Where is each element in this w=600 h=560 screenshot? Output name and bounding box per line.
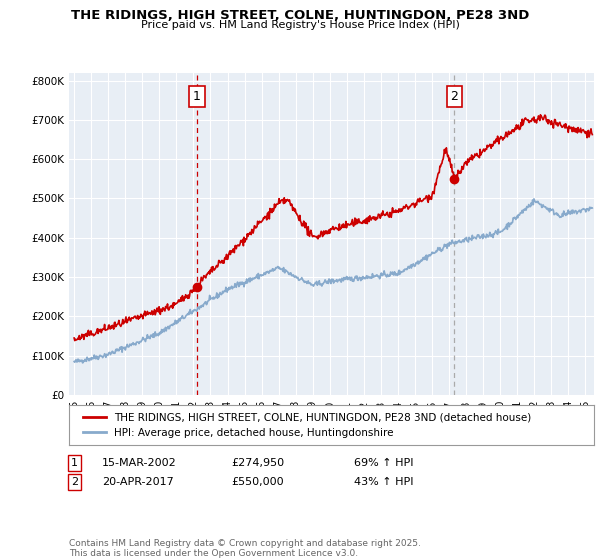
Text: 69% ↑ HPI: 69% ↑ HPI	[354, 458, 413, 468]
Text: 43% ↑ HPI: 43% ↑ HPI	[354, 477, 413, 487]
Text: Price paid vs. HM Land Registry's House Price Index (HPI): Price paid vs. HM Land Registry's House …	[140, 20, 460, 30]
Text: 2: 2	[71, 477, 78, 487]
Text: 15-MAR-2002: 15-MAR-2002	[102, 458, 177, 468]
Text: 2: 2	[451, 90, 458, 103]
Text: 1: 1	[193, 90, 201, 103]
Text: Contains HM Land Registry data © Crown copyright and database right 2025.
This d: Contains HM Land Registry data © Crown c…	[69, 539, 421, 558]
Text: THE RIDINGS, HIGH STREET, COLNE, HUNTINGDON, PE28 3ND: THE RIDINGS, HIGH STREET, COLNE, HUNTING…	[71, 9, 529, 22]
Text: 1: 1	[71, 458, 78, 468]
Text: 20-APR-2017: 20-APR-2017	[102, 477, 174, 487]
Text: £550,000: £550,000	[231, 477, 284, 487]
Legend: THE RIDINGS, HIGH STREET, COLNE, HUNTINGDON, PE28 3ND (detached house), HPI: Ave: THE RIDINGS, HIGH STREET, COLNE, HUNTING…	[79, 409, 534, 441]
Text: £274,950: £274,950	[231, 458, 284, 468]
